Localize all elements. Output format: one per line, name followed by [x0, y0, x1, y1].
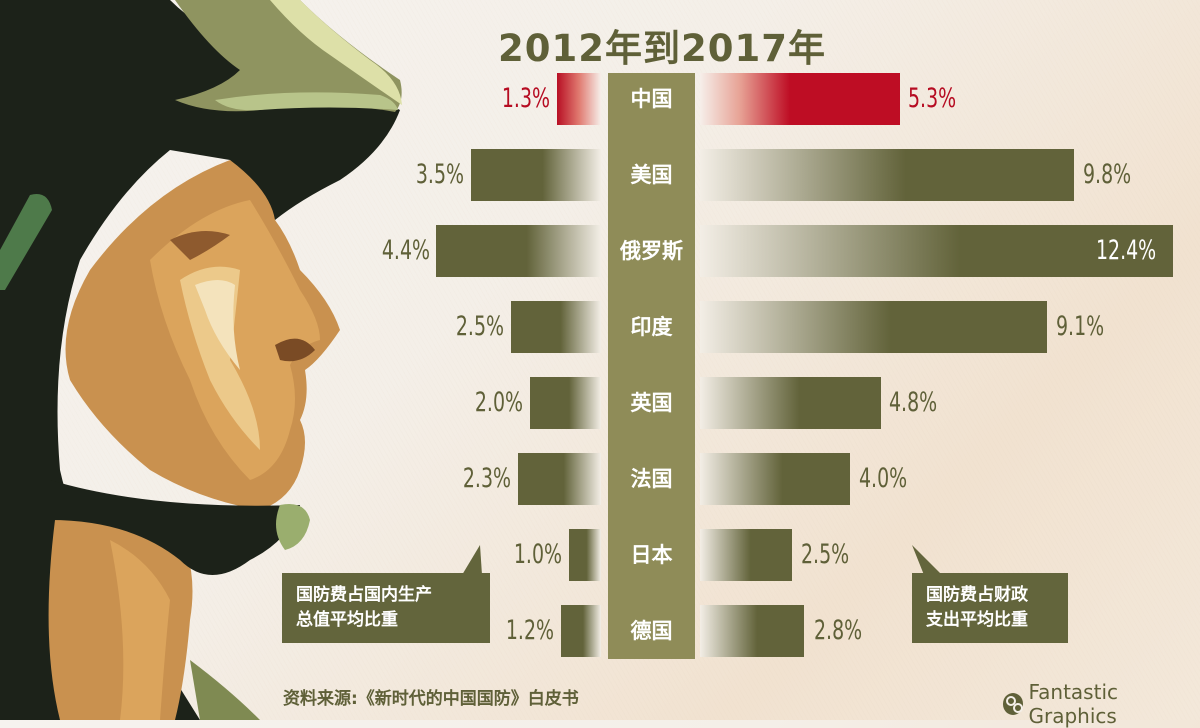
callout-line-2: 总值平均比重 — [296, 610, 398, 630]
gdp-share-bar — [561, 605, 601, 657]
gdp-share-value: 2.3% — [462, 463, 511, 494]
chart-row-germany: 1.2% 德国 2.8% — [0, 605, 1200, 657]
country-label: 日本 — [630, 543, 673, 567]
fiscal-share-value: 2.8% — [814, 615, 863, 646]
country-label: 德国 — [630, 619, 673, 643]
fiscal-share-value: 9.1% — [1056, 311, 1105, 342]
gdp-share-value: 1.2% — [505, 615, 554, 646]
gdp-share-bar — [436, 225, 601, 277]
gdp-share-value: 1.0% — [513, 539, 562, 570]
fiscal-share-bar — [700, 225, 1173, 277]
gdp-share-value: 3.5% — [415, 159, 464, 190]
gdp-share-bar — [518, 453, 601, 505]
country-label-column — [608, 73, 695, 659]
fiscal-share-bar — [700, 529, 792, 581]
fiscal-share-value: 5.3% — [908, 83, 957, 114]
gdp-share-bar — [471, 149, 601, 201]
callout-line-2: 支出平均比重 — [926, 610, 1028, 630]
brand-watermark: Fantastic Graphics — [1003, 680, 1200, 728]
country-label: 法国 — [630, 467, 673, 491]
country-label: 俄罗斯 — [620, 239, 683, 263]
fiscal-share-value: 2.5% — [801, 539, 850, 570]
chart-row-china: 1.3% 中国 5.3% — [0, 73, 1200, 125]
fiscal-share-bar — [700, 605, 804, 657]
brand-name: Fantastic Graphics — [1028, 680, 1118, 728]
fiscal-share-bar — [700, 377, 881, 429]
country-label: 英国 — [630, 391, 673, 415]
source-note: 资料来源:《新时代的中国国防》白皮书 — [283, 689, 579, 709]
fiscal-share-bar — [700, 73, 900, 125]
chart-row-usa: 3.5% 美国 9.8% — [0, 149, 1200, 201]
country-label: 中国 — [630, 87, 673, 111]
callout-line-1: 国防费占国内生产 — [296, 585, 432, 605]
gdp-share-value: 4.4% — [381, 235, 430, 266]
fiscal-share-bar — [700, 453, 850, 505]
callout-line-1: 国防费占财政 — [926, 585, 1028, 605]
chart-row-france: 2.3% 法国 4.0% — [0, 453, 1200, 505]
chart-row-uk: 2.0% 英国 4.8% — [0, 377, 1200, 429]
gdp-share-bar — [557, 73, 601, 125]
chart-row-japan: 1.0% 日本 2.5% — [0, 529, 1200, 581]
legend-callout-gdp: 国防费占国内生产 总值平均比重 — [282, 545, 490, 643]
gdp-share-value: 2.5% — [455, 311, 504, 342]
fiscal-share-value: 12.4% — [1096, 235, 1157, 266]
gdp-share-bar — [569, 529, 601, 581]
country-label: 美国 — [630, 163, 673, 187]
gdp-share-value: 1.3% — [501, 83, 550, 114]
fiscal-share-value: 4.0% — [859, 463, 908, 494]
chart-title: 2012年到2017年 — [498, 27, 826, 70]
fiscal-share-value: 9.8% — [1083, 159, 1132, 190]
gdp-share-bar — [530, 377, 601, 429]
chart-row-russia: 4.4% 俄罗斯 12.4% — [0, 225, 1200, 277]
fiscal-share-value: 4.8% — [889, 387, 938, 418]
brand-logo-icon — [1003, 693, 1024, 715]
callout-pointer-icon — [462, 545, 482, 575]
gdp-share-bar — [511, 301, 601, 353]
chart-row-india: 2.5% 印度 9.1% — [0, 301, 1200, 353]
legend-callout-fiscal: 国防费占财政 支出平均比重 — [912, 545, 1068, 643]
soldier-illustration — [0, 0, 402, 720]
fiscal-share-bar — [700, 301, 1047, 353]
callout-pointer-icon — [912, 545, 942, 575]
fiscal-share-bar — [700, 149, 1074, 201]
country-label: 印度 — [630, 315, 673, 339]
gdp-share-value: 2.0% — [474, 387, 523, 418]
